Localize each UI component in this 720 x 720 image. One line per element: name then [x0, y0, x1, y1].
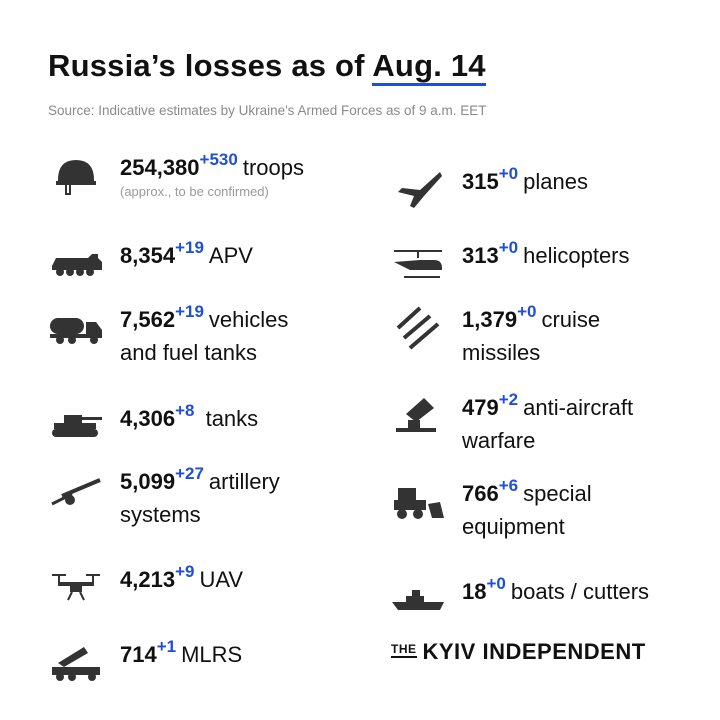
drone-icon	[48, 564, 104, 612]
page-title: Russia’s losses as of Aug. 14	[48, 48, 486, 83]
boat-icon	[390, 576, 446, 624]
anti-aircraft-icon	[390, 392, 446, 440]
brand-logo: THE KYIV INDEPENDENT	[391, 639, 646, 664]
source-note: Source: Indicative estimates by Ukraine'…	[48, 103, 487, 118]
plane-icon	[390, 166, 446, 214]
artillery-icon	[48, 466, 104, 514]
bulldozer-icon	[390, 478, 446, 526]
apv-icon	[48, 240, 104, 288]
helmet-icon	[48, 152, 104, 200]
tank-icon	[48, 403, 104, 451]
mlrs-icon	[48, 639, 104, 687]
helicopter-icon	[390, 240, 446, 288]
title-date: Aug. 14	[372, 48, 486, 83]
truck-icon	[48, 304, 104, 352]
missile-icon	[390, 304, 446, 352]
